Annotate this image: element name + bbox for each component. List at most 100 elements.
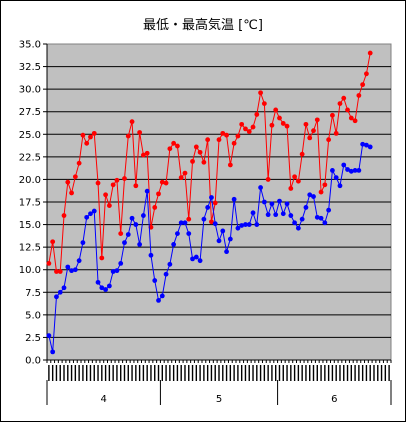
series-min-point <box>277 198 282 204</box>
series-min-point <box>239 223 245 228</box>
x-day-label-glyph <box>101 365 103 381</box>
x-day-label-glyph <box>373 365 375 381</box>
series-max-point <box>364 71 369 77</box>
x-day-label-glyph <box>104 365 107 381</box>
x-day-label-glyph <box>67 365 69 381</box>
y-tick-label: 0.0 <box>25 356 41 367</box>
x-day-label-glyph <box>97 365 99 381</box>
series-max-point <box>80 132 86 138</box>
x-day-label-glyph <box>233 365 235 381</box>
series-max-point <box>367 50 373 56</box>
month-label: 6 <box>331 394 337 405</box>
gridlines <box>47 66 391 338</box>
x-day-label-glyph <box>150 365 152 381</box>
x-day-label-glyph <box>161 365 163 381</box>
series-max-point <box>61 213 67 218</box>
series-max-point <box>345 107 350 113</box>
y-axis: 0.0 2.5 5.0 7.5 10.0 12.5 15.0 17.5 20.0 22.5 25.0… <box>19 40 48 367</box>
series-max-point <box>292 174 298 180</box>
series-max-point <box>84 140 90 146</box>
series-min-point <box>224 249 229 255</box>
series-min-point <box>91 208 97 214</box>
x-day-label-glyph <box>89 365 92 381</box>
x-day-label-glyph <box>135 365 137 381</box>
x-day-label-glyph <box>70 365 73 381</box>
series-max-point <box>356 93 362 98</box>
x-day-label-glyph <box>384 365 387 381</box>
series-max-point <box>152 205 158 210</box>
month-label: 4 <box>101 394 107 405</box>
series-max-point <box>144 150 150 156</box>
series-min-point <box>140 213 146 218</box>
series-min-point <box>364 142 369 148</box>
y-tick-label: 30.0 <box>19 85 41 96</box>
series-max-point <box>133 183 139 189</box>
series-max-point <box>220 130 226 136</box>
series-min-point <box>273 212 279 218</box>
series-min-point <box>216 238 222 244</box>
series-min-point <box>337 183 343 189</box>
series-max-point <box>167 146 173 152</box>
series-min-point <box>118 260 124 266</box>
series-max-point <box>137 130 143 135</box>
x-day-label-glyph <box>74 365 77 381</box>
series-min-point <box>46 333 52 339</box>
series-max-point <box>261 101 267 106</box>
x-day-label-glyph <box>218 365 220 381</box>
x-day-label-glyph <box>346 365 349 381</box>
series-min-point <box>106 283 112 289</box>
series-max-point <box>295 178 301 184</box>
series-min-point <box>69 268 74 274</box>
x-day-label-glyph <box>51 365 54 381</box>
x-day-label-glyph <box>361 365 364 381</box>
series-max-point <box>254 112 260 117</box>
series-max-point <box>341 95 347 101</box>
series-max-point <box>269 122 275 128</box>
series-max-point <box>303 121 309 127</box>
x-day-label-glyph <box>59 365 61 381</box>
series-max-point <box>231 140 237 146</box>
x-day-label-glyph <box>229 365 232 381</box>
series-min-point <box>178 220 184 226</box>
x-day-label-glyph <box>48 365 50 381</box>
series-min-point <box>186 231 192 237</box>
series-min-point <box>303 205 309 210</box>
series-min-point <box>61 285 67 291</box>
x-day-label-glyph <box>244 365 247 381</box>
x-day-label-glyph <box>138 365 141 381</box>
series-min-point <box>212 221 218 227</box>
x-day-label-glyph <box>146 365 148 381</box>
series-max-point <box>246 129 252 134</box>
series-max-point <box>156 191 161 197</box>
series-max-point <box>250 124 256 130</box>
series-max-point <box>88 134 93 140</box>
x-day-label-glyph <box>206 365 209 381</box>
series-max-point <box>360 82 366 88</box>
x-day-label-glyph <box>108 365 111 381</box>
series-min-point <box>360 141 366 147</box>
y-tick-label: 5.0 <box>25 310 41 321</box>
series-max-point <box>326 137 332 143</box>
series-min-point <box>352 168 358 173</box>
series-min-point <box>65 264 71 270</box>
month-label: 5 <box>216 394 222 405</box>
series-max-point <box>72 174 78 180</box>
series-min-point <box>295 225 301 231</box>
x-day-label-glyph <box>271 365 273 381</box>
series-min-point <box>284 201 290 207</box>
series-min-point <box>299 216 305 222</box>
x-day-label-glyph <box>176 365 179 381</box>
series-max-point <box>258 90 263 96</box>
series-min-point <box>84 214 90 220</box>
x-day-label-glyph <box>82 365 84 381</box>
x-day-label-glyph <box>267 365 269 381</box>
series-min-point <box>254 222 260 227</box>
series-min-point <box>99 285 105 291</box>
x-day-label-glyph <box>350 365 353 381</box>
series-max-point <box>140 152 146 158</box>
series-min-point <box>311 194 316 199</box>
series-max-point <box>216 137 222 143</box>
series-min-point <box>201 216 207 222</box>
series-max-point <box>159 179 165 185</box>
x-day-label-glyph <box>142 365 145 381</box>
